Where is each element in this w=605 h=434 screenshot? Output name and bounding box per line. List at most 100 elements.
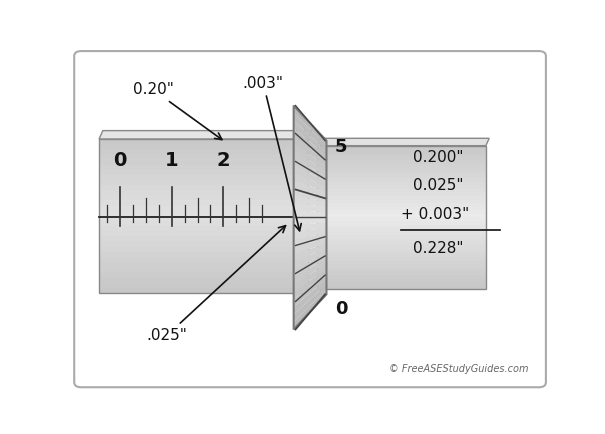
Text: 1: 1	[165, 151, 178, 170]
Bar	[99, 241, 308, 247]
Bar	[317, 271, 486, 275]
Bar	[99, 210, 308, 216]
Bar	[99, 195, 308, 201]
Bar	[317, 257, 486, 260]
Bar	[317, 282, 486, 286]
Text: 2: 2	[217, 151, 230, 170]
Bar	[99, 170, 308, 175]
Bar	[317, 286, 486, 289]
Bar	[317, 189, 486, 192]
Bar	[317, 268, 486, 271]
Polygon shape	[293, 203, 327, 212]
Polygon shape	[293, 233, 327, 247]
Polygon shape	[293, 121, 327, 156]
Bar	[317, 167, 486, 171]
Bar	[317, 210, 486, 214]
Text: + 0.003": + 0.003"	[402, 207, 469, 222]
Text: 0.20": 0.20"	[132, 82, 222, 140]
Polygon shape	[293, 253, 327, 277]
Polygon shape	[293, 248, 327, 270]
Bar	[317, 239, 486, 243]
Polygon shape	[293, 289, 327, 329]
Polygon shape	[293, 150, 327, 177]
FancyBboxPatch shape	[74, 51, 546, 387]
Bar	[317, 203, 486, 207]
Bar	[317, 160, 486, 164]
Bar	[99, 139, 308, 144]
Bar	[99, 272, 308, 277]
Polygon shape	[293, 158, 327, 182]
Polygon shape	[293, 105, 327, 146]
Polygon shape	[293, 135, 327, 166]
Polygon shape	[293, 187, 327, 202]
Bar	[317, 181, 486, 185]
Bar	[99, 262, 308, 267]
Bar	[99, 216, 308, 221]
Polygon shape	[293, 274, 327, 307]
Bar	[317, 264, 486, 268]
Bar	[99, 201, 308, 206]
Polygon shape	[293, 238, 327, 255]
Bar	[99, 159, 308, 164]
Bar	[317, 232, 486, 236]
Polygon shape	[293, 263, 327, 292]
Bar	[317, 146, 486, 149]
Bar	[99, 252, 308, 257]
Polygon shape	[293, 284, 327, 322]
Bar	[317, 146, 486, 289]
Bar	[99, 139, 308, 293]
Polygon shape	[293, 259, 327, 285]
Bar	[317, 250, 486, 253]
Bar	[99, 144, 308, 149]
Bar	[99, 149, 308, 155]
Bar	[317, 196, 486, 200]
Polygon shape	[293, 173, 327, 192]
Bar	[99, 288, 308, 293]
Polygon shape	[293, 143, 327, 171]
Text: .003": .003"	[243, 76, 301, 231]
Bar	[317, 275, 486, 279]
Polygon shape	[293, 217, 327, 225]
Bar	[99, 175, 308, 180]
Polygon shape	[293, 165, 327, 187]
Text: 0: 0	[335, 299, 347, 318]
Bar	[99, 206, 308, 210]
Text: 0.228": 0.228"	[413, 241, 463, 256]
Bar	[317, 236, 486, 239]
Polygon shape	[293, 269, 327, 299]
Polygon shape	[293, 210, 327, 217]
Bar	[99, 164, 308, 170]
Bar	[317, 171, 486, 174]
Bar	[99, 226, 308, 231]
Bar	[99, 283, 308, 288]
Polygon shape	[293, 113, 327, 151]
Bar	[317, 156, 486, 160]
Bar	[317, 225, 486, 228]
Bar	[317, 149, 486, 153]
Text: 0.200": 0.200"	[413, 150, 463, 165]
Text: 5: 5	[335, 138, 347, 156]
Polygon shape	[293, 243, 327, 262]
Polygon shape	[317, 138, 489, 146]
Bar	[99, 277, 308, 283]
Bar	[317, 207, 486, 210]
Bar	[99, 231, 308, 237]
Bar	[317, 214, 486, 217]
Bar	[99, 155, 308, 159]
Bar	[317, 178, 486, 181]
Bar	[99, 180, 308, 185]
Bar	[99, 237, 308, 241]
Text: 0.025": 0.025"	[413, 178, 463, 193]
Bar	[317, 200, 486, 203]
Polygon shape	[293, 128, 327, 161]
Bar	[317, 246, 486, 250]
Bar	[317, 174, 486, 178]
Bar	[317, 228, 486, 232]
Text: © FreeASEStudyGuides.com: © FreeASEStudyGuides.com	[388, 364, 528, 374]
Bar	[317, 253, 486, 257]
Polygon shape	[293, 195, 327, 207]
Bar	[99, 267, 308, 272]
Bar	[317, 221, 486, 225]
Bar	[317, 153, 486, 156]
Bar	[99, 221, 308, 226]
